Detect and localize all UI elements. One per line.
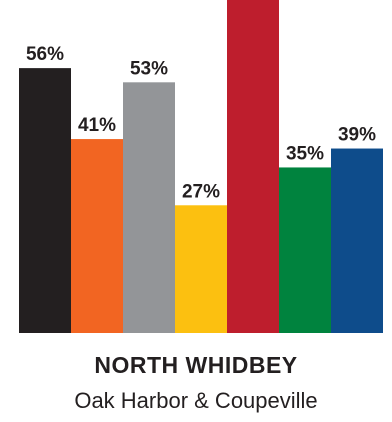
- bar-chart-plot: 56%41%53%27%73%35%39%: [19, 0, 383, 334]
- bar-value-label-3: 53%: [130, 58, 168, 79]
- bar-value-label-4: 27%: [182, 181, 220, 202]
- bar-value-label-1: 56%: [26, 44, 64, 65]
- chart-subtitle: Oak Harbor & Coupeville: [74, 388, 318, 413]
- bar-1: [19, 68, 71, 334]
- bar-2: [71, 139, 123, 333]
- bar-6: [279, 167, 331, 333]
- bar-value-label-7: 39%: [338, 125, 376, 146]
- bar-4: [175, 205, 227, 333]
- bar-value-label-6: 35%: [286, 143, 324, 164]
- bar-value-label-2: 41%: [78, 115, 116, 136]
- chart-title: NORTH WHIDBEY: [94, 352, 298, 378]
- bar-5: [227, 0, 279, 334]
- bar-7: [331, 148, 383, 333]
- bar-3: [123, 82, 175, 333]
